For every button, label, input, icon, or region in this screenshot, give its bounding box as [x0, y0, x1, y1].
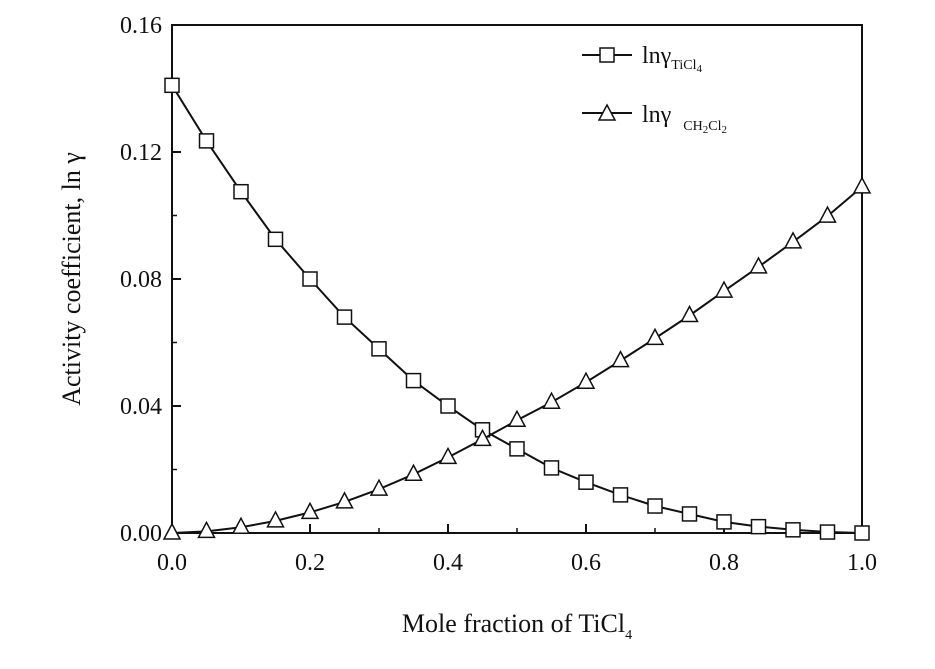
- data-point-square: [509, 441, 525, 457]
- data-point-triangle: [542, 391, 561, 409]
- data-point-triangle: [611, 350, 630, 368]
- x-tick-label: 0.4: [433, 550, 463, 576]
- x-tick-label: 1.0: [847, 550, 877, 576]
- y-tick-label: 0.08: [120, 267, 162, 293]
- series-line-0: [171, 84, 863, 534]
- data-point-triangle: [369, 478, 389, 496]
- data-point-square: [681, 506, 698, 522]
- y-axis-label: Activity coefficient, ln γ: [57, 152, 86, 406]
- x-tick-label: 0.2: [295, 550, 325, 576]
- data-point-square: [785, 522, 801, 538]
- data-point-square: [371, 341, 387, 357]
- x-tick-label: 0.0: [157, 550, 187, 576]
- data-point-square: [647, 498, 663, 514]
- data-point-square: [198, 133, 215, 149]
- data-point-square: [405, 372, 422, 389]
- legend: lnγTiCl4 lnγ CH2Cl2: [582, 43, 727, 136]
- data-point-triangle: [852, 176, 872, 194]
- legend-label-ticl4: lnγTiCl4: [642, 43, 702, 75]
- y-tick-label: 0.00: [120, 521, 162, 547]
- legend-label-ch2cl2: lnγ CH2Cl2: [642, 102, 727, 136]
- data-point-triangle: [645, 327, 665, 346]
- plot-frame: [171, 24, 863, 534]
- data-point-square: [750, 518, 767, 535]
- x-axis-label: Mole fraction of TiCl4: [402, 609, 632, 643]
- data-point-triangle: [231, 516, 251, 535]
- data-point-triangle: [162, 522, 182, 540]
- data-point-triangle: [300, 501, 320, 520]
- data-point-square: [543, 460, 560, 476]
- data-point-triangle: [266, 510, 285, 528]
- data-point-triangle: [576, 371, 596, 389]
- data-point-triangle: [438, 446, 458, 465]
- data-point-triangle: [473, 428, 492, 447]
- axis-ticks: 0.0 0.2 0.4 0.6 0.8 1.0 0.00 0.04 0.08 0.12 0.16: [120, 13, 877, 576]
- y-tick-label: 0.12: [120, 140, 162, 166]
- data-point-square: [440, 398, 456, 414]
- data-point-triangle: [507, 409, 527, 428]
- y-tick-label: 0.16: [120, 13, 162, 39]
- series-layer: [162, 77, 872, 541]
- legend-marker-triangle: [597, 103, 617, 121]
- data-point-square: [612, 487, 629, 503]
- data-point-square: [336, 309, 353, 325]
- x-tick-label: 0.6: [571, 550, 601, 576]
- data-point-triangle: [783, 231, 803, 249]
- data-point-triangle: [680, 304, 699, 323]
- data-point-square: [716, 514, 732, 530]
- y-tick-label: 0.04: [120, 394, 162, 420]
- data-point-triangle: [749, 256, 768, 274]
- data-point-square: [233, 183, 249, 200]
- data-point-triangle: [818, 205, 837, 223]
- data-point-square: [578, 474, 594, 490]
- data-point-triangle: [197, 520, 216, 539]
- x-tick-label: 0.8: [709, 550, 739, 576]
- data-point-square: [302, 271, 318, 287]
- data-point-triangle: [335, 491, 354, 509]
- data-point-square: [267, 231, 284, 248]
- data-point-triangle: [714, 280, 734, 298]
- legend-marker-square: [599, 47, 615, 63]
- data-point-square: [819, 524, 836, 540]
- data-point-square: [164, 77, 180, 94]
- data-point-square: [854, 525, 870, 541]
- data-point-triangle: [404, 463, 423, 482]
